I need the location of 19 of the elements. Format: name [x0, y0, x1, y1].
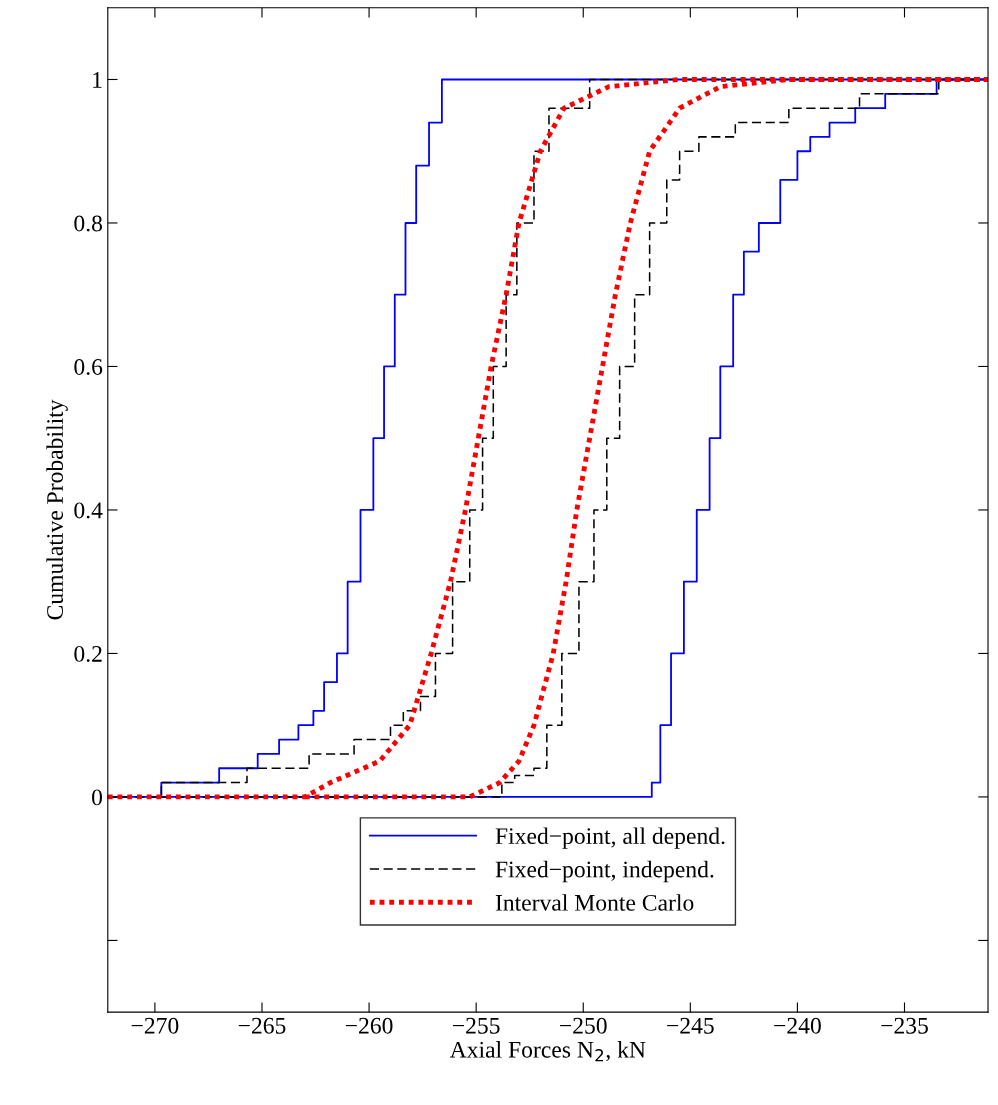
y-tick-label: 0.2	[74, 645, 102, 662]
x-axis-title: Axial Forces N$_{2}$, kN	[449, 1041, 646, 1062]
legend-label: Fixed−point, all depend.	[495, 827, 725, 849]
x-tick-label: −245	[667, 1017, 714, 1034]
legend-label: Interval Monte Carlo	[495, 894, 694, 911]
x-tick-label: −260	[345, 1017, 393, 1034]
x-tick-label: −270	[131, 1017, 179, 1034]
x-tick-label: −250	[560, 1017, 607, 1034]
y-tick-label: 0	[92, 789, 103, 806]
y-tick-label: 1	[93, 72, 102, 88]
y-tick-label: 0.4	[74, 502, 103, 519]
x-tick-label: −265	[238, 1017, 286, 1034]
y-tick-label: 0.6	[74, 358, 103, 375]
x-tick-label: −240	[774, 1017, 821, 1034]
x-tick-label: −255	[452, 1017, 500, 1034]
legend-label: Fixed−point, independ.	[495, 860, 714, 883]
y-axis-title: Cumulative Probability	[46, 399, 68, 620]
y-tick-label: 0.8	[74, 215, 103, 232]
x-tick-label: −235	[881, 1017, 928, 1034]
